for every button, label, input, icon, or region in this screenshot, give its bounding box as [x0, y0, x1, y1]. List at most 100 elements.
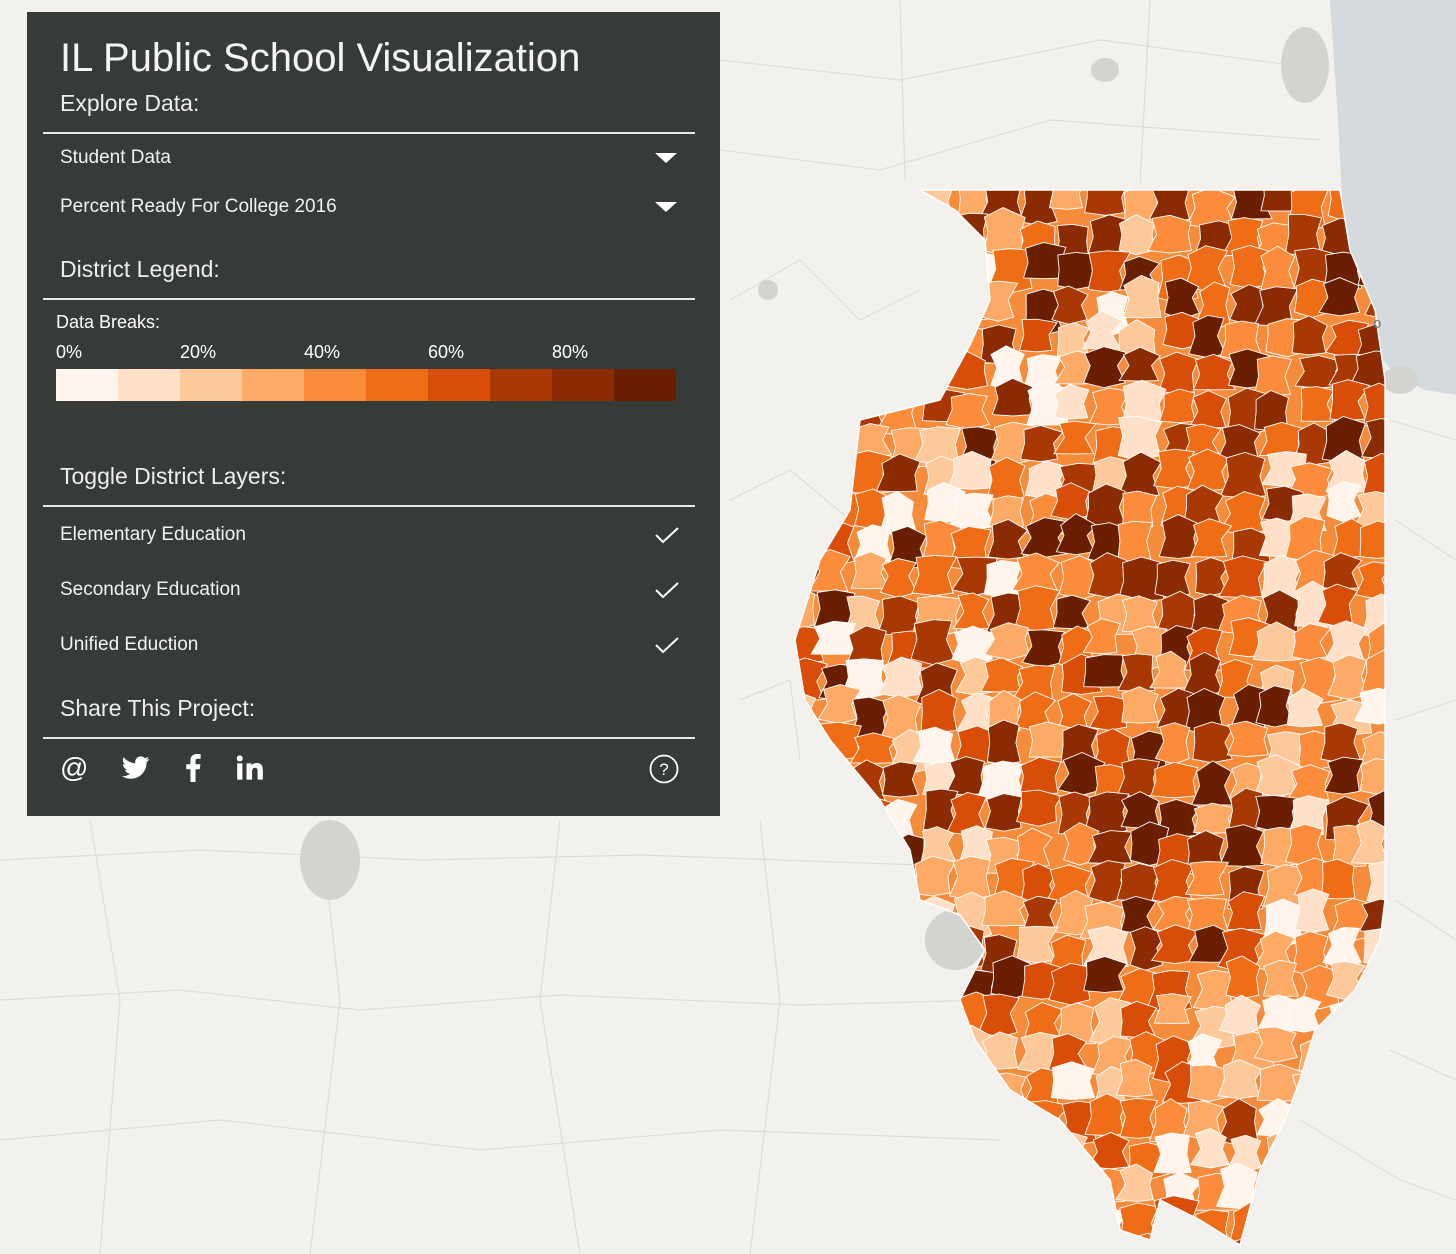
district-polygon[interactable]: [882, 1069, 922, 1103]
district-polygon[interactable]: [809, 353, 854, 393]
district-polygon[interactable]: [1153, 1132, 1192, 1174]
district-polygon[interactable]: [816, 899, 864, 944]
district-polygon[interactable]: [1153, 993, 1193, 1024]
district-polygon[interactable]: [786, 1235, 825, 1254]
district-polygon[interactable]: [845, 1169, 884, 1210]
district-polygon[interactable]: [923, 219, 964, 254]
district-polygon[interactable]: [1321, 415, 1366, 463]
district-polygon[interactable]: [1122, 490, 1158, 528]
district-polygon[interactable]: [781, 1030, 823, 1075]
district-polygon[interactable]: [875, 453, 921, 493]
district-polygon[interactable]: [1225, 955, 1261, 1000]
district-polygon[interactable]: [1050, 1061, 1096, 1101]
district-polygon[interactable]: [880, 1167, 918, 1213]
district-polygon[interactable]: [1320, 722, 1361, 764]
district-polygon[interactable]: [879, 1106, 926, 1147]
district-polygon[interactable]: [1158, 351, 1200, 394]
district-polygon[interactable]: [848, 1128, 887, 1165]
district-polygon[interactable]: [783, 1167, 828, 1208]
district-polygon[interactable]: [851, 1035, 901, 1075]
district-polygon[interactable]: [1083, 654, 1128, 688]
district-polygon[interactable]: [1318, 277, 1361, 317]
district-polygon[interactable]: [806, 1170, 852, 1207]
district-polygon[interactable]: [1053, 420, 1097, 455]
district-polygon[interactable]: [885, 322, 926, 370]
district-polygon[interactable]: [852, 214, 888, 254]
district-polygon[interactable]: [1319, 217, 1365, 258]
district-polygon[interactable]: [781, 1129, 824, 1179]
district-polygon[interactable]: [819, 931, 854, 971]
district-polygon[interactable]: [1087, 830, 1133, 864]
district-polygon[interactable]: [843, 967, 893, 1005]
district-polygon[interactable]: [1363, 928, 1404, 965]
district-polygon[interactable]: [879, 190, 917, 231]
district-polygon[interactable]: [1286, 764, 1331, 804]
district-polygon[interactable]: [1128, 1232, 1170, 1254]
district-polygon[interactable]: [1083, 346, 1127, 389]
district-polygon[interactable]: [1122, 379, 1167, 424]
district-polygon[interactable]: [1359, 898, 1402, 935]
district-polygon[interactable]: [1018, 1138, 1060, 1183]
district-polygon[interactable]: [1052, 1229, 1090, 1254]
district-polygon[interactable]: [807, 960, 846, 997]
district-polygon[interactable]: [787, 763, 829, 806]
district-polygon[interactable]: [957, 1091, 1005, 1131]
district-polygon[interactable]: [1291, 1232, 1337, 1254]
district-polygon[interactable]: [1122, 274, 1162, 319]
district-polygon[interactable]: [987, 456, 1026, 504]
district-polygon[interactable]: [1056, 1002, 1097, 1045]
district-polygon[interactable]: [1088, 695, 1128, 731]
district-polygon[interactable]: [776, 1089, 817, 1131]
district-polygon[interactable]: [1351, 1071, 1397, 1114]
district-polygon[interactable]: [846, 934, 890, 980]
district-polygon[interactable]: [911, 312, 951, 355]
district-polygon[interactable]: [821, 1241, 863, 1254]
district-polygon[interactable]: [1261, 1239, 1299, 1254]
district-polygon[interactable]: [1048, 174, 1088, 210]
district-polygon[interactable]: [781, 692, 817, 736]
layer-toggle-elementary[interactable]: Elementary Education: [60, 518, 680, 552]
district-polygon[interactable]: [1051, 285, 1089, 325]
district-polygon[interactable]: [1117, 653, 1156, 692]
district-polygon[interactable]: [777, 451, 827, 492]
district-polygon[interactable]: [785, 388, 829, 430]
district-polygon[interactable]: [1362, 221, 1407, 264]
district-polygon[interactable]: [776, 924, 822, 970]
district-polygon[interactable]: [846, 180, 891, 219]
district-polygon[interactable]: [846, 898, 884, 945]
district-polygon[interactable]: [812, 209, 859, 256]
district-polygon[interactable]: [956, 1069, 1003, 1105]
district-polygon[interactable]: [1147, 214, 1192, 254]
district-polygon[interactable]: [877, 287, 923, 336]
district-polygon[interactable]: [1253, 1026, 1298, 1063]
district-polygon[interactable]: [1226, 720, 1269, 758]
district-polygon[interactable]: [1364, 280, 1411, 320]
district-polygon[interactable]: [818, 1127, 862, 1166]
district-polygon[interactable]: [921, 1240, 964, 1254]
district-polygon[interactable]: [812, 994, 855, 1034]
district-polygon[interactable]: [1253, 355, 1293, 397]
district-polygon[interactable]: [782, 1195, 818, 1236]
district-polygon[interactable]: [778, 869, 816, 911]
district-polygon[interactable]: [877, 903, 924, 941]
district-polygon[interactable]: [1190, 518, 1233, 558]
district-polygon[interactable]: [819, 278, 863, 319]
district-polygon[interactable]: [949, 492, 996, 530]
district-polygon[interactable]: [1114, 1163, 1154, 1202]
district-polygon[interactable]: [854, 349, 896, 390]
district-polygon[interactable]: [853, 1229, 898, 1254]
district-polygon[interactable]: [807, 758, 853, 802]
district-polygon[interactable]: [785, 726, 825, 768]
district-polygon[interactable]: [1250, 1207, 1293, 1251]
district-polygon[interactable]: [842, 1092, 890, 1131]
district-polygon[interactable]: [776, 314, 814, 349]
district-polygon[interactable]: [854, 1068, 888, 1110]
layer-toggle-secondary[interactable]: Secondary Education: [60, 573, 680, 607]
district-polygon[interactable]: [1322, 926, 1362, 969]
district-polygon[interactable]: [977, 993, 1020, 1038]
district-polygon[interactable]: [1118, 451, 1162, 497]
district-polygon[interactable]: [815, 178, 860, 214]
district-polygon[interactable]: [1118, 346, 1162, 382]
district-polygon[interactable]: [947, 1210, 987, 1249]
